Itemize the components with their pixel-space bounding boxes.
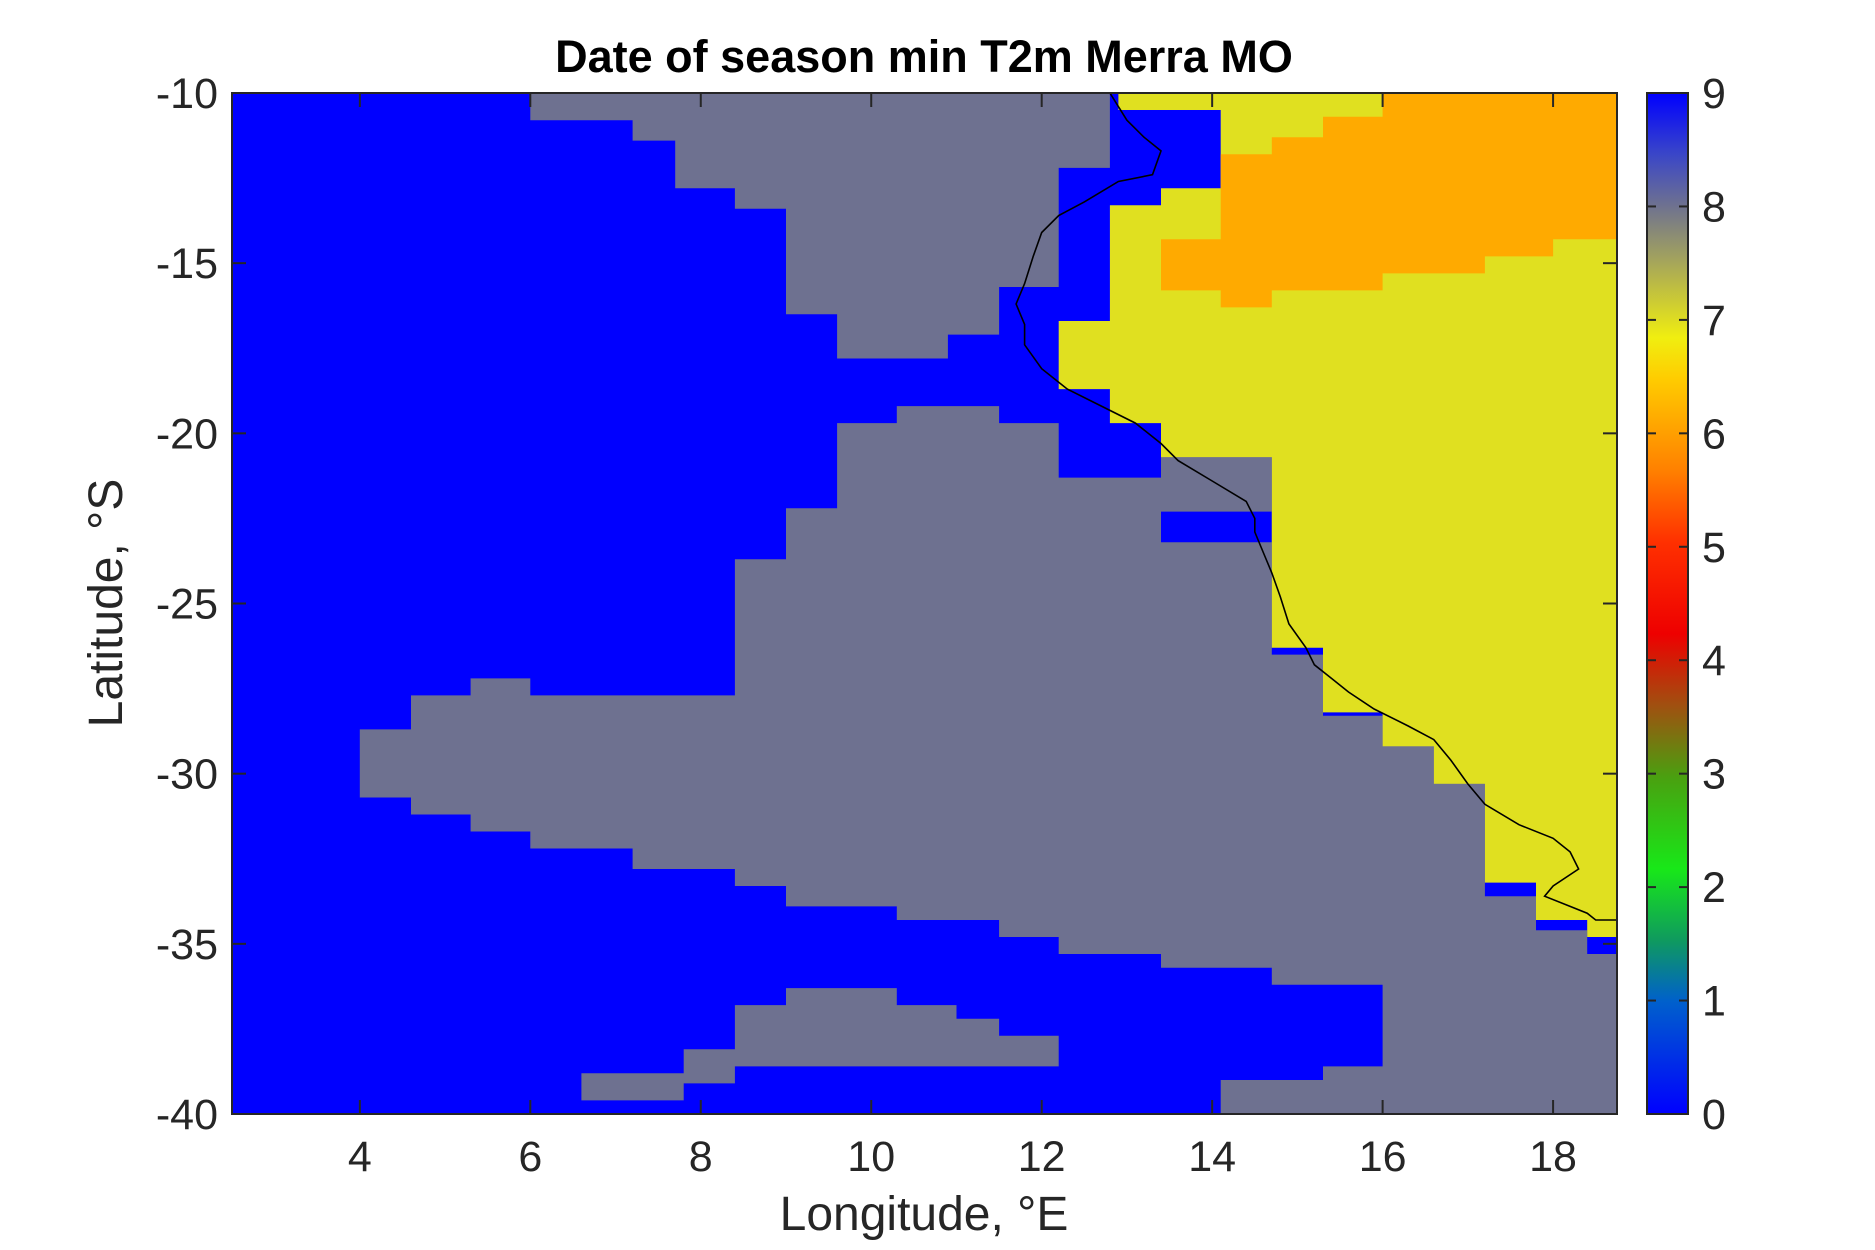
colorbar-tick-label: 8: [1702, 183, 1726, 231]
heatmap-region-2: [359, 406, 1617, 1114]
colorbar-tick-label: 4: [1702, 637, 1726, 685]
colorbar-tick-label: 9: [1702, 70, 1726, 118]
colorbar-tick-label: 5: [1702, 524, 1726, 572]
x-tick-label: 12: [1018, 1133, 1066, 1181]
heatmap-region-3: [1161, 511, 1272, 543]
plot-area: [232, 93, 1617, 1114]
colorbar-tick-label: 7: [1702, 297, 1726, 345]
colorbar: [1646, 92, 1689, 1115]
y-tick-label: -40: [156, 1091, 218, 1139]
y-tick-label: -25: [156, 581, 218, 629]
x-tick-label: 14: [1188, 1133, 1236, 1181]
heatmap-region-1: [530, 93, 1110, 359]
y-axis-label: Latitude, °S: [80, 479, 133, 728]
heatmap-region-4: [581, 988, 1059, 1101]
heatmap-region-6: [1161, 93, 1617, 308]
colorbar-tick-label: 3: [1702, 751, 1726, 799]
x-tick-label: 6: [518, 1133, 542, 1181]
colorbar-tick-label: 6: [1702, 410, 1726, 458]
coastline: [1015, 93, 1617, 921]
x-tick-label: 16: [1359, 1133, 1407, 1181]
colorbar-tick-label: 1: [1702, 978, 1726, 1026]
y-axis: -10 -15 -20 -25 -30 -35 -40: [156, 70, 1617, 1139]
x-axis: 4 6 8 10 12 14 16 18: [348, 93, 1577, 1181]
x-tick-label: 18: [1529, 1133, 1577, 1181]
y-tick-label: -35: [156, 921, 218, 969]
x-axis-label: Longitude, °E: [780, 1188, 1069, 1241]
y-tick-label: -20: [156, 410, 218, 458]
y-tick-label: -10: [156, 70, 218, 118]
y-tick-label: -15: [156, 240, 218, 288]
y-tick-label: -30: [156, 751, 218, 799]
heatmap-region-5: [1058, 93, 1617, 937]
x-tick-label: 8: [689, 1133, 713, 1181]
colorbar-tick-label: 0: [1702, 1091, 1726, 1139]
colorbar-tick-label: 2: [1702, 864, 1726, 912]
x-tick-label: 10: [847, 1133, 895, 1181]
colorbar-ticks: 0 1 2 3 4 5 6 7 8 9: [1647, 70, 1726, 1139]
x-tick-label: 4: [348, 1133, 372, 1181]
chart-title: Date of season min T2m Merra MO: [555, 31, 1293, 82]
